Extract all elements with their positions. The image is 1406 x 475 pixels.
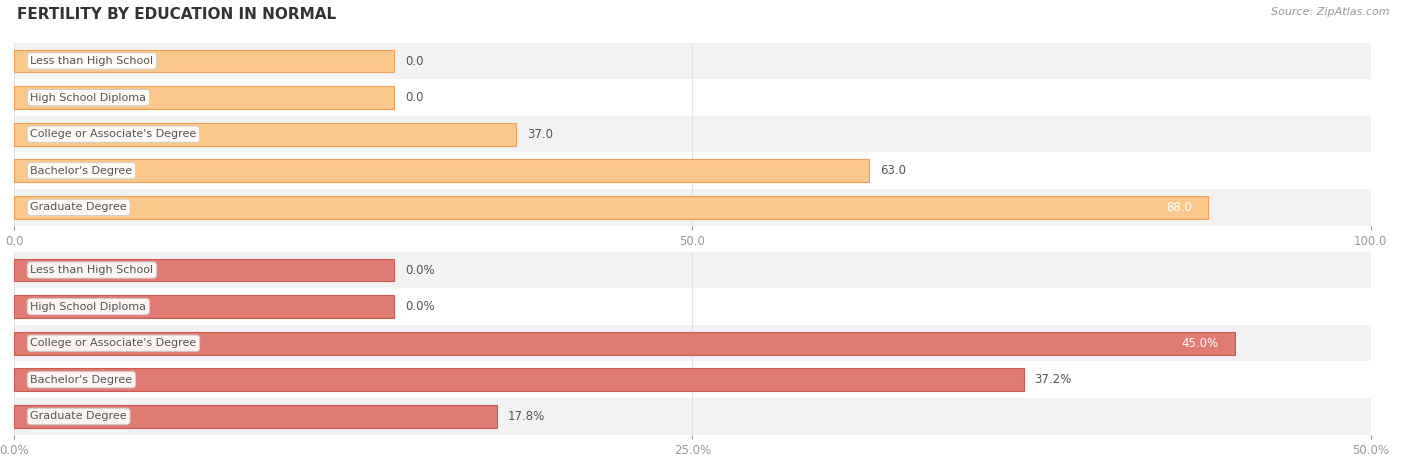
Text: Less than High School: Less than High School (31, 265, 153, 275)
Bar (14, 332, 1234, 354)
Bar (14, 405, 498, 428)
Bar (14, 295, 394, 318)
Bar (14, 252, 1371, 288)
Text: 0.0: 0.0 (405, 55, 423, 67)
Text: College or Associate's Degree: College or Associate's Degree (31, 129, 197, 139)
Text: High School Diploma: High School Diploma (31, 302, 146, 312)
Text: 37.0: 37.0 (527, 128, 553, 141)
Text: FERTILITY BY EDUCATION IN NORMAL: FERTILITY BY EDUCATION IN NORMAL (17, 7, 336, 22)
Text: 88.0: 88.0 (1166, 201, 1192, 214)
Bar (14, 361, 1371, 398)
Text: Bachelor's Degree: Bachelor's Degree (31, 166, 132, 176)
Bar (14, 196, 1208, 218)
Bar (14, 79, 1371, 116)
Bar (14, 123, 516, 145)
Text: 0.0: 0.0 (405, 91, 423, 104)
Bar (14, 369, 1024, 391)
Bar (14, 189, 1371, 226)
Text: High School Diploma: High School Diploma (31, 93, 146, 103)
Bar (14, 398, 1371, 435)
Text: College or Associate's Degree: College or Associate's Degree (31, 338, 197, 348)
Bar (14, 116, 1371, 152)
Bar (14, 152, 1371, 189)
Text: 63.0: 63.0 (880, 164, 905, 177)
Text: 0.0%: 0.0% (405, 264, 434, 276)
Bar (14, 86, 394, 109)
Bar (14, 259, 394, 281)
Bar (14, 325, 1371, 361)
Text: Source: ZipAtlas.com: Source: ZipAtlas.com (1271, 7, 1389, 17)
Text: 17.8%: 17.8% (508, 410, 546, 423)
Text: 45.0%: 45.0% (1182, 337, 1219, 350)
Bar (14, 160, 869, 182)
Text: 37.2%: 37.2% (1035, 373, 1071, 386)
Bar (14, 50, 394, 72)
Text: Bachelor's Degree: Bachelor's Degree (31, 375, 132, 385)
Bar (14, 288, 1371, 325)
Text: 0.0%: 0.0% (405, 300, 434, 313)
Text: Graduate Degree: Graduate Degree (31, 202, 127, 212)
Text: Graduate Degree: Graduate Degree (31, 411, 127, 421)
Text: Less than High School: Less than High School (31, 56, 153, 66)
Bar (14, 43, 1371, 79)
